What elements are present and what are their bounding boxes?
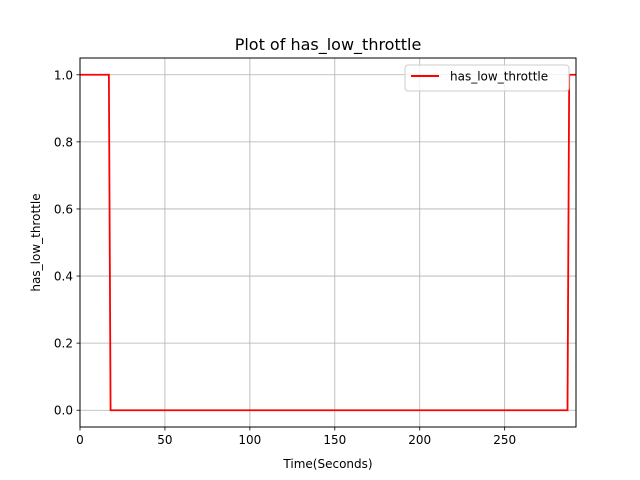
x-tick-label: 50 <box>157 433 172 447</box>
grid-lines <box>79 58 576 427</box>
series-layer <box>80 73 576 412</box>
x-tick-label: 0 <box>76 433 84 447</box>
y-tick-label: 1.0 <box>54 68 73 82</box>
x-tick-label: 200 <box>408 433 431 447</box>
y-tick-label: 0.0 <box>54 404 73 418</box>
plot-frame <box>79 57 577 428</box>
y-tick-label: 0.4 <box>54 270 73 284</box>
plot-area <box>80 58 576 427</box>
y-tick-label: 0.8 <box>54 135 73 149</box>
series-line-has-low-throttle <box>80 73 576 412</box>
legend: has_low_throttle <box>404 64 570 92</box>
y-tick-label: 0.6 <box>54 202 73 216</box>
y-axis-label: has_low_throttle <box>29 193 43 291</box>
axis-ticks: 0 50 100 150 200 250 0.0 0.2 0.4 0.6 0.8 1.0 <box>54 68 516 447</box>
legend-label: has_low_throttle <box>450 70 548 84</box>
chart-title: Plot of has_low_throttle <box>235 35 422 55</box>
legend-box <box>404 64 570 92</box>
x-tick-label: 250 <box>493 433 516 447</box>
x-tick-label: 150 <box>323 433 346 447</box>
y-tick-label: 0.2 <box>54 337 73 351</box>
x-axis-label: Time(Seconds) <box>282 457 372 471</box>
x-tick-label: 100 <box>238 433 261 447</box>
